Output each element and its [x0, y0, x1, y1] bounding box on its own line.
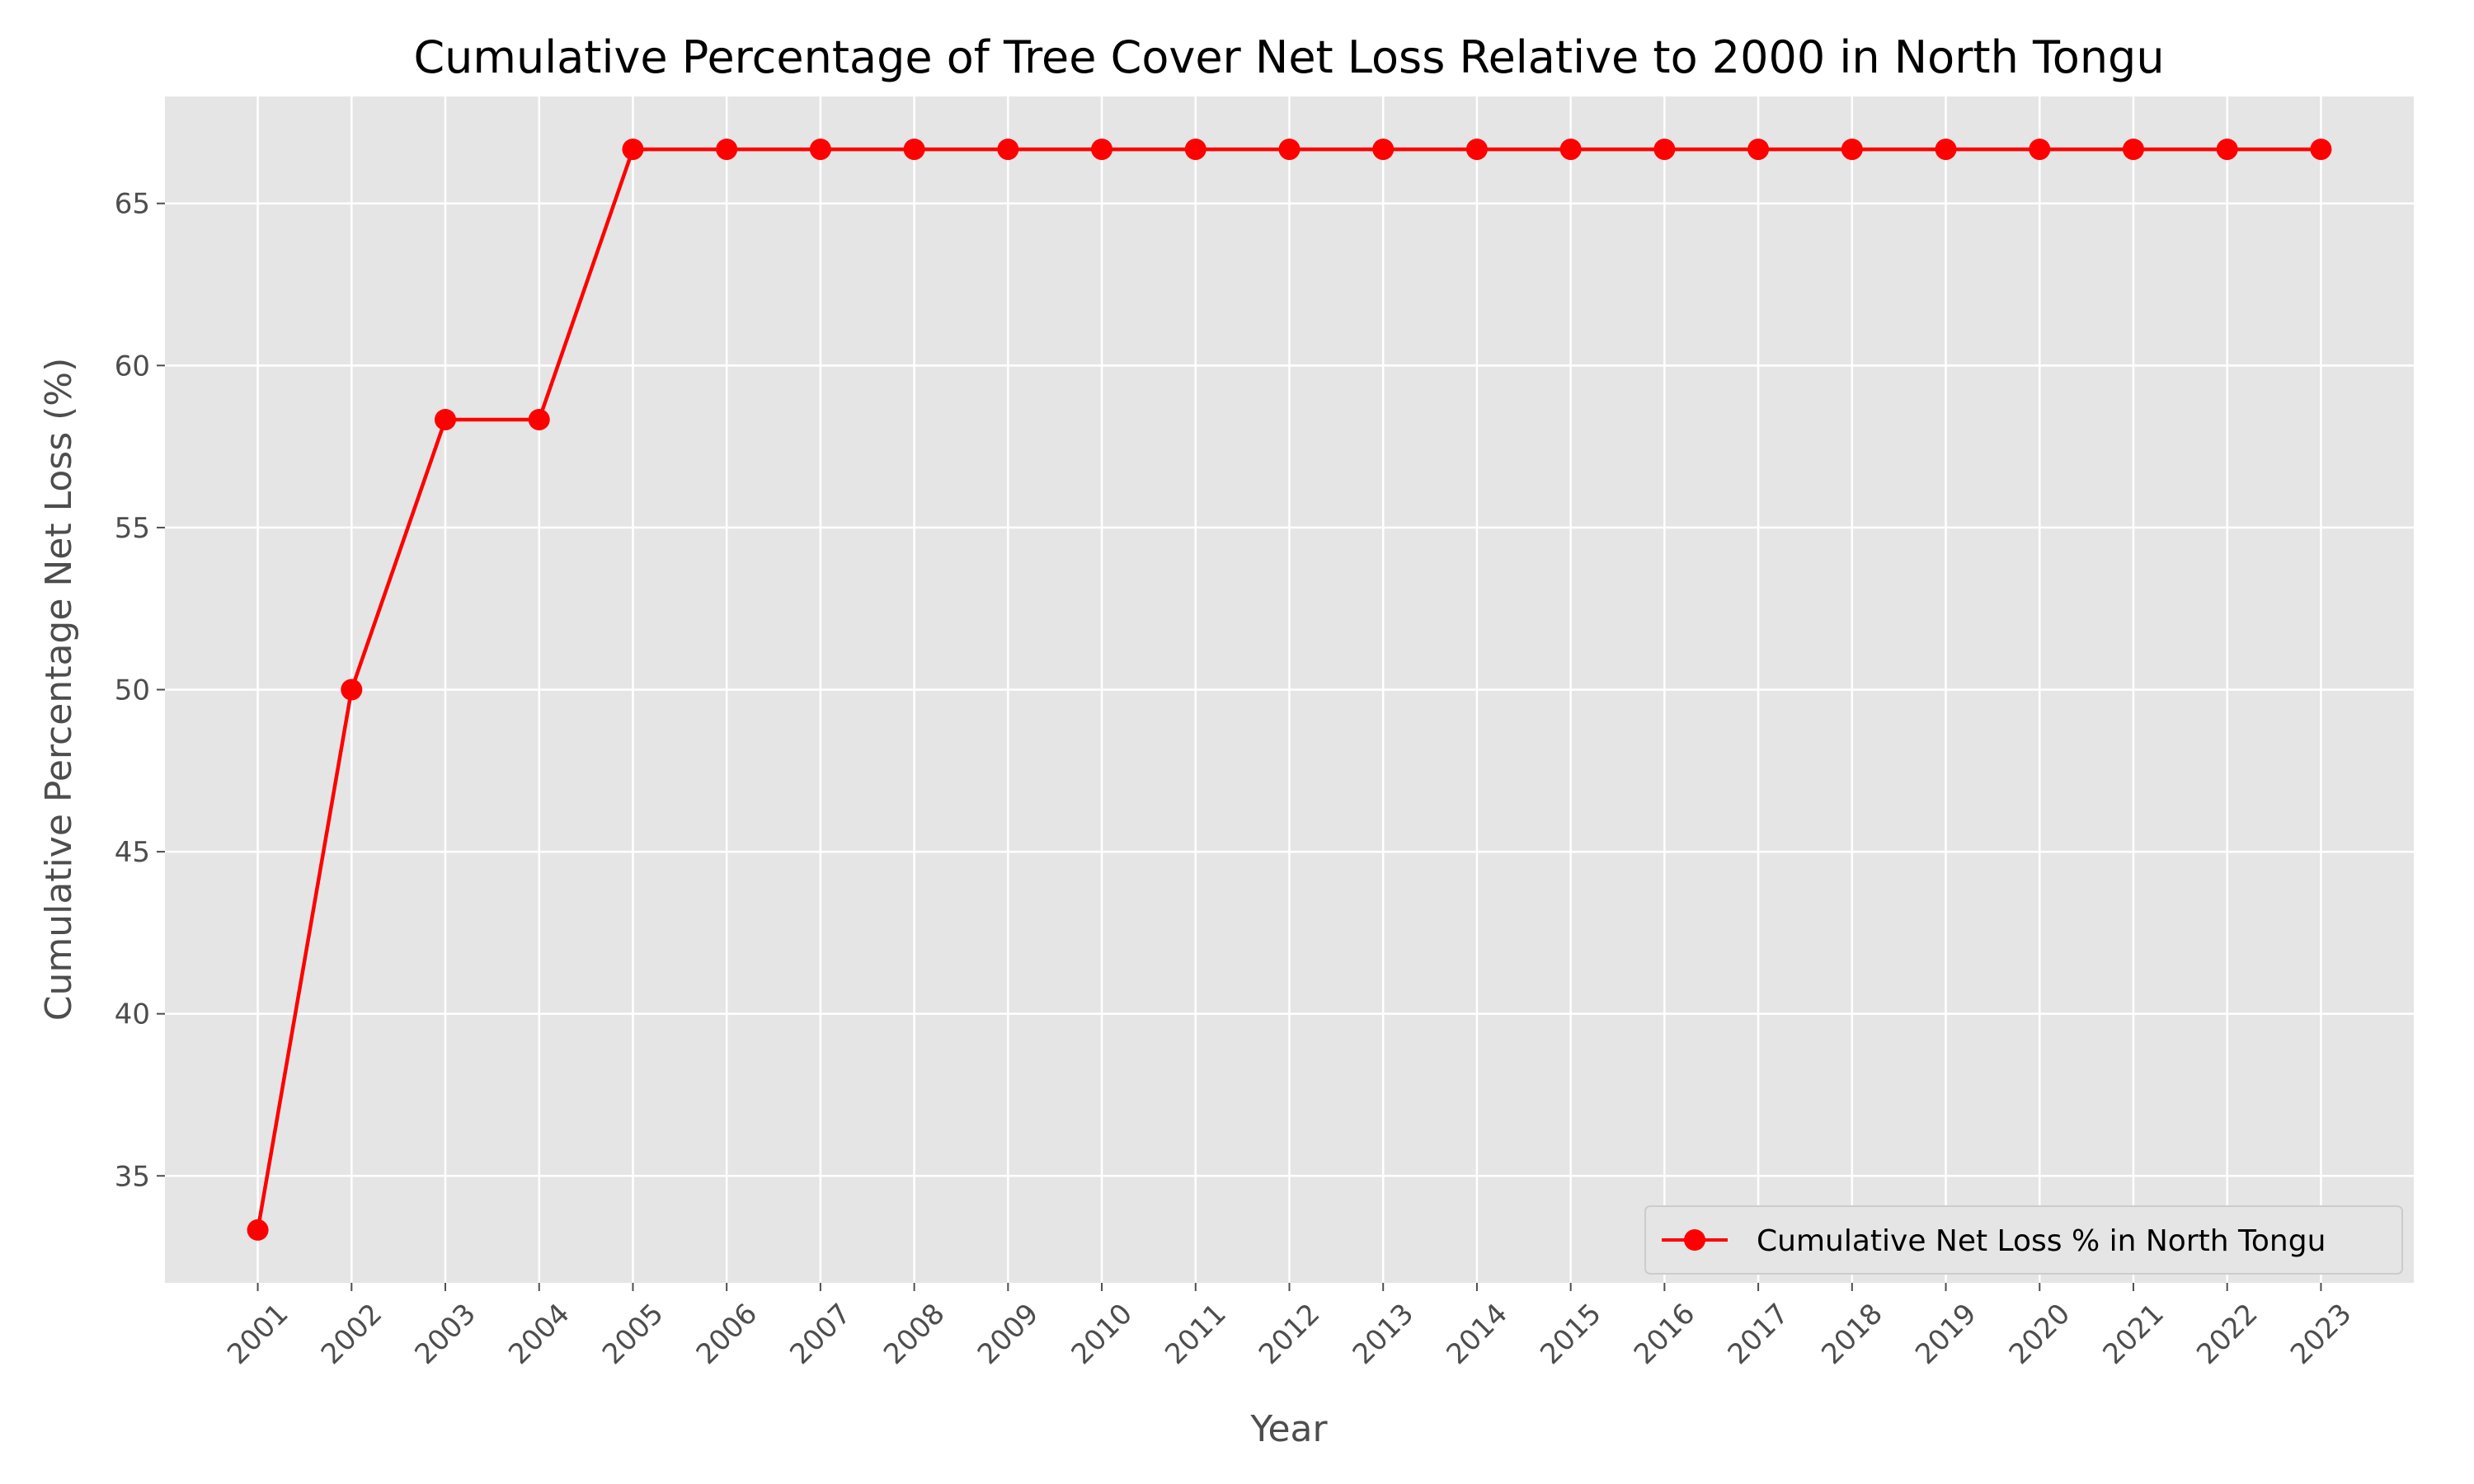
x-tick-label: 2019: [1909, 1297, 1982, 1370]
x-tick-label: 2010: [1065, 1297, 1139, 1370]
series-layer: [247, 139, 2332, 1241]
x-tick-label: 2006: [690, 1297, 764, 1370]
x-tick-label: 2007: [783, 1297, 857, 1370]
data-point: [1747, 139, 1770, 161]
data-point: [1465, 139, 1488, 161]
x-tick-label: 2016: [1628, 1297, 1701, 1370]
x-axis-title: Year: [1249, 1408, 1328, 1450]
x-tick-label: 2018: [1815, 1297, 1888, 1370]
data-point: [247, 1219, 269, 1241]
x-tick-label: 2004: [502, 1297, 576, 1370]
x-tick-label: 2013: [1347, 1297, 1420, 1370]
x-tick-label: 2011: [1159, 1297, 1232, 1370]
data-point: [1653, 139, 1676, 161]
y-tick-label: 55: [115, 512, 150, 545]
data-point: [2122, 139, 2144, 161]
x-tick-label: 2023: [2284, 1297, 2358, 1370]
grid-lines: [165, 96, 2414, 1283]
y-tick-label: 50: [115, 674, 150, 707]
data-point: [2216, 139, 2238, 161]
x-tick-label: 2017: [1722, 1297, 1795, 1370]
x-tick-label: 2014: [1440, 1297, 1513, 1370]
data-point: [716, 139, 738, 161]
data-point: [2029, 139, 2051, 161]
y-tick-label: 60: [115, 350, 150, 383]
x-tick-label: 2002: [315, 1297, 388, 1370]
legend-box: [1644, 1205, 2403, 1275]
y-tick-label: 65: [115, 188, 150, 221]
data-point: [1935, 139, 1957, 161]
x-tick-label: 2020: [2003, 1297, 2077, 1370]
data-point: [1184, 139, 1206, 161]
x-tick-label: 2015: [1534, 1297, 1607, 1370]
legend-label: Cumulative Net Loss % in North Tongu: [1757, 1224, 2326, 1258]
data-point: [1372, 139, 1395, 161]
data-point: [435, 408, 457, 430]
y-tick-label: 40: [115, 998, 150, 1031]
data-point: [1559, 139, 1582, 161]
data-point: [809, 139, 831, 161]
data-point: [1278, 139, 1300, 161]
x-tick-label: 2012: [1253, 1297, 1326, 1370]
legend: Cumulative Net Loss % in North Tongu: [1644, 1205, 2403, 1275]
x-tick-label: 2003: [409, 1297, 482, 1370]
y-tick-label: 45: [115, 836, 150, 869]
y-axis-title: Cumulative Percentage Net Loss (%): [38, 358, 80, 1021]
y-tick-label: 35: [115, 1160, 150, 1193]
data-point: [903, 139, 925, 161]
data-point: [528, 408, 550, 430]
x-tick-label: 2005: [596, 1297, 670, 1370]
x-tick-label: 2008: [877, 1297, 951, 1370]
data-point: [622, 139, 644, 161]
x-tick-label: 2021: [2096, 1297, 2170, 1370]
legend-marker-swatch: [1684, 1229, 1705, 1251]
x-tick-label: 2009: [971, 1297, 1045, 1370]
x-tick-label: 2022: [2190, 1297, 2264, 1370]
data-point: [341, 679, 363, 701]
y-axis-ticks: 35 40 45 50 55 60 65: [115, 188, 165, 1193]
data-point: [1091, 139, 1113, 161]
x-tick-label: 2001: [221, 1297, 294, 1370]
data-point: [2310, 139, 2332, 161]
x-axis-ticks: 2001 2002 2003 2004 2005 2006 2007 2008 2009 2010…: [221, 1283, 2358, 1371]
chart-title: Cumulative Percentage of Tree Cover Net …: [413, 31, 2164, 83]
data-point: [1841, 139, 1863, 161]
data-point: [997, 139, 1019, 161]
